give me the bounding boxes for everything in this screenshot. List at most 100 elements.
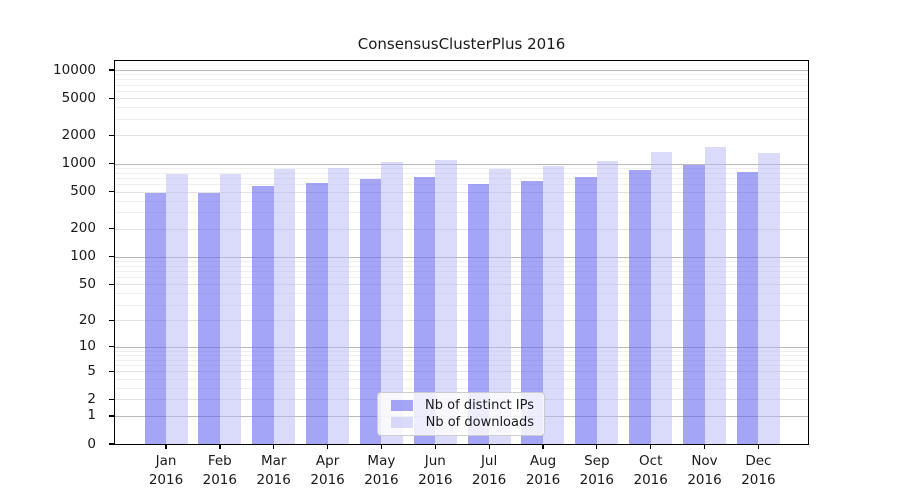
y-tick-mark-2 bbox=[109, 398, 115, 401]
y-tick-mark-20 bbox=[109, 319, 115, 322]
x-tick-mark-jul bbox=[488, 444, 490, 449]
bar-distinct-ips-oct bbox=[629, 170, 651, 444]
gridline-minor-60 bbox=[115, 277, 808, 279]
y-tick-mark-5000 bbox=[109, 97, 115, 99]
gridline-200 bbox=[115, 228, 808, 230]
gridline-minor-700 bbox=[115, 177, 808, 179]
y-tick-label-200: 200 bbox=[70, 220, 96, 237]
x-tick-label-apr: Apr 2016 bbox=[310, 453, 345, 488]
plot-area bbox=[114, 60, 809, 445]
x-tick-label-jan: Jan 2016 bbox=[148, 453, 184, 488]
y-tick-label-2000: 2000 bbox=[61, 126, 96, 143]
legend-label-downloads: Nb of downloads bbox=[425, 415, 534, 431]
bar-distinct-ips-feb bbox=[198, 192, 220, 444]
y-tick-label-5000: 5000 bbox=[61, 89, 96, 106]
bar-distinct-ips-jul bbox=[467, 183, 490, 444]
gridline-minor-6 bbox=[115, 365, 808, 366]
bar-distinct-ips-jun bbox=[413, 176, 436, 444]
x-tick-label-oct: Oct 2016 bbox=[633, 453, 668, 488]
x-tick-mark-nov bbox=[703, 444, 706, 449]
bar-distinct-ips-aug bbox=[521, 180, 543, 444]
legend-swatch-distinct-ips bbox=[391, 399, 413, 411]
x-tick-label-may: May 2016 bbox=[364, 453, 399, 488]
x-tick-mark-sep bbox=[596, 444, 598, 449]
legend-item-downloads: Nb of downloads bbox=[386, 415, 536, 430]
gridline-major-1000 bbox=[115, 163, 808, 165]
gridline-minor-8 bbox=[115, 354, 808, 356]
gridline-major-10000 bbox=[115, 70, 808, 71]
y-tick-mark-5 bbox=[109, 370, 115, 372]
y-tick-label-1: 1 bbox=[87, 407, 96, 424]
y-tick-label-10: 10 bbox=[78, 338, 96, 355]
legend-item-distinct-ips: Nb of distinct IPs bbox=[386, 398, 536, 413]
gridline-minor-800 bbox=[115, 172, 808, 174]
bar-downloads-jun bbox=[435, 160, 457, 444]
y-tick-label-0: 0 bbox=[87, 435, 96, 452]
x-tick-mark-jun bbox=[434, 444, 436, 449]
legend: Nb of distinct IPs Nb of downloads bbox=[377, 392, 545, 436]
gridline-minor-4 bbox=[115, 378, 808, 380]
bar-downloads-aug bbox=[542, 166, 565, 444]
y-tick-label-20: 20 bbox=[78, 311, 96, 328]
x-tick-mark-dec bbox=[757, 444, 760, 449]
gridline-minor-7 bbox=[115, 359, 808, 361]
bar-downloads-oct bbox=[650, 151, 673, 444]
gridline-minor-600 bbox=[115, 184, 808, 186]
y-tick-label-50: 50 bbox=[78, 275, 96, 292]
y-tick-label-2: 2 bbox=[87, 390, 96, 407]
x-tick-label-jul: Jul 2016 bbox=[471, 453, 507, 488]
y-tick-mark-1000 bbox=[109, 162, 115, 165]
y-tick-mark-500 bbox=[109, 191, 115, 193]
bar-downloads-dec bbox=[758, 152, 780, 444]
bar-downloads-nov bbox=[704, 146, 726, 444]
gridline-minor-3000 bbox=[115, 118, 808, 120]
gridline-minor-7000 bbox=[115, 84, 808, 86]
y-tick-label-1000: 1000 bbox=[61, 155, 96, 171]
gridline-50 bbox=[115, 284, 808, 286]
gridline-minor-8000 bbox=[115, 79, 808, 81]
x-tick-label-feb: Feb 2016 bbox=[202, 453, 237, 488]
y-tick-label-5: 5 bbox=[87, 362, 96, 379]
x-tick-label-sep: Sep 2016 bbox=[579, 453, 614, 488]
y-tick-mark-2000 bbox=[109, 134, 115, 136]
chart-title: ConsensusClusterPlus 2016 bbox=[357, 35, 566, 53]
gridline-minor-4000 bbox=[115, 107, 808, 109]
x-tick-label-nov: Nov 2016 bbox=[687, 453, 722, 488]
gridline-major-10 bbox=[115, 346, 808, 348]
y-tick-mark-1 bbox=[109, 415, 115, 417]
bar-downloads-sep bbox=[596, 160, 619, 444]
y-tick-mark-200 bbox=[109, 228, 115, 230]
bar-distinct-ips-sep bbox=[575, 176, 597, 444]
gridline-minor-80 bbox=[115, 265, 808, 267]
bar-downloads-apr bbox=[327, 167, 350, 444]
x-tick-mark-aug bbox=[542, 444, 544, 449]
gridline-5 bbox=[115, 371, 808, 373]
bar-downloads-feb bbox=[219, 174, 242, 444]
gridline-minor-90 bbox=[115, 260, 808, 262]
x-tick-label-dec: Dec 2016 bbox=[741, 453, 776, 488]
x-tick-mark-feb bbox=[219, 444, 221, 449]
bar-distinct-ips-nov bbox=[683, 165, 705, 444]
x-tick-mark-mar bbox=[273, 444, 275, 449]
bar-downloads-may bbox=[381, 161, 403, 444]
bar-distinct-ips-mar bbox=[252, 185, 274, 444]
bar-distinct-ips-may bbox=[359, 178, 382, 444]
gridline-2000 bbox=[115, 135, 808, 137]
y-tick-label-500: 500 bbox=[70, 183, 96, 200]
bar-distinct-ips-jan bbox=[144, 193, 166, 444]
gridline-20 bbox=[115, 320, 808, 322]
gridline-minor-70 bbox=[115, 270, 808, 272]
bar-downloads-jul bbox=[489, 168, 511, 444]
x-tick-label-mar: Mar 2016 bbox=[256, 453, 291, 488]
gridline-minor-9 bbox=[115, 350, 808, 352]
gridline-minor-900 bbox=[115, 167, 808, 169]
gridline-minor-400 bbox=[115, 200, 808, 202]
gridline-5000 bbox=[115, 98, 808, 100]
legend-label-distinct-ips: Nb of distinct IPs bbox=[425, 397, 534, 413]
y-tick-mark-10000 bbox=[109, 69, 115, 71]
x-tick-mark-apr bbox=[326, 444, 329, 449]
gridline-minor-3 bbox=[115, 387, 808, 389]
gridline-500 bbox=[115, 191, 808, 193]
y-tick-mark-0 bbox=[109, 443, 115, 445]
